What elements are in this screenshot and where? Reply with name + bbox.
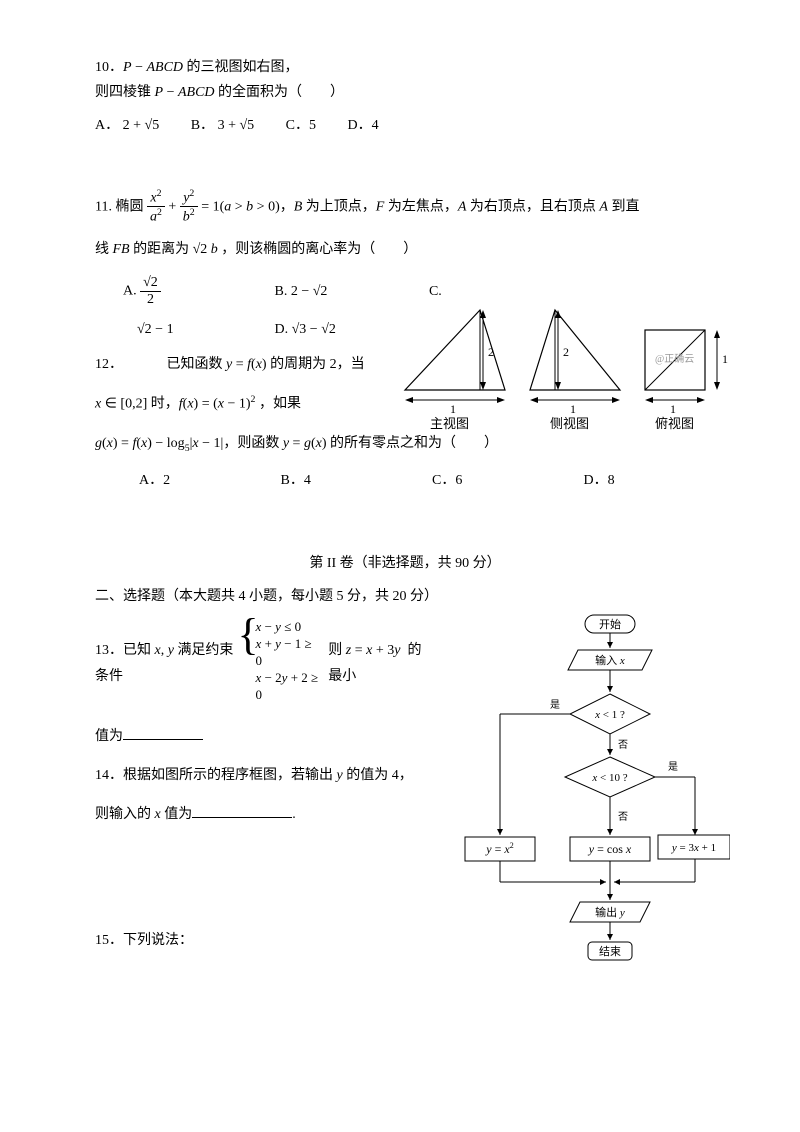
q10-optD: D．4 [348, 113, 379, 138]
three-view-svg: 2 1 主视图 2 1 侧视图 @正确云 1 1 俯视图 [395, 300, 735, 450]
q10-options: A． 2 + √5 B． 3 + √5 C．5 D．4 [95, 113, 715, 138]
svg-text:x < 10 ?: x < 10 ? [591, 772, 627, 784]
svg-text:1: 1 [670, 402, 676, 416]
q13-line1: 13．已知 x, y 满足约束条件 { x − y ≤ 0 x + y − 1 … [95, 619, 435, 708]
q11-line2: 线 FB 的距离为 √2 b ，则该椭圆的离心率为（ ） [95, 237, 715, 262]
q14-period: . [292, 807, 296, 822]
q10-optB: B． 3 + √5 [191, 113, 254, 138]
q11-num: 11. 椭圆 [95, 199, 143, 214]
q12-optB: B．4 [281, 468, 401, 493]
part2-title: 第 II 卷（非选择题，共 90 分） [95, 551, 715, 576]
q10-optC: C．5 [286, 113, 316, 138]
question-10: 10．P − ABCD 的三视图如右图， 则四棱锥 P − ABCD 的全面积为… [95, 55, 715, 139]
svg-text:2: 2 [563, 345, 569, 359]
q11-optB: B. 2 − √2 [275, 279, 328, 304]
q12-num: 12． [95, 357, 123, 372]
svg-text:1: 1 [722, 352, 728, 366]
q12-optA: A．2 [139, 468, 249, 493]
svg-text:2: 2 [488, 345, 494, 359]
svg-text:是: 是 [668, 761, 678, 773]
q14-blank [192, 803, 292, 818]
q12-options: A．2 B．4 C．6 D．8 [139, 468, 715, 493]
q11-optC2: √2 − 1 [137, 317, 227, 342]
section-header: 二、选择题（本大题共 4 小题，每小题 5 分，共 20 分） [95, 584, 715, 609]
svg-text:结束: 结束 [599, 945, 621, 958]
svg-text:是: 是 [550, 699, 560, 711]
q14-line2: 则输入的 x 值为. [95, 802, 415, 827]
q13-line2-pre: 值为 [95, 729, 123, 744]
q13-line2: 值为 [95, 724, 435, 749]
q14-line1: 14．根据如图所示的程序框图，若输出 y 的值为 4， [95, 763, 415, 788]
svg-text:y = x2: y = x2 [485, 841, 513, 856]
q13-blank [123, 725, 203, 740]
front-label: 主视图 [430, 416, 469, 431]
svg-text:y = cos x: y = cos x [588, 842, 632, 856]
svg-text:开始: 开始 [599, 617, 621, 631]
svg-text:x < 1 ?: x < 1 ? [594, 709, 625, 721]
q10-num: 10． [95, 60, 123, 75]
q11-optA: A. √22 [123, 276, 213, 307]
svg-text:输入 x: 输入 x [595, 653, 625, 667]
watermark: @正确云 [655, 352, 694, 365]
q11-optD: D. √3 − √2 [275, 317, 336, 342]
svg-text:1: 1 [570, 402, 576, 416]
svg-text:1: 1 [450, 402, 456, 416]
side-label: 侧视图 [550, 416, 589, 431]
svg-text:输出 y: 输出 y [595, 905, 625, 919]
question-14: 14．根据如图所示的程序框图，若输出 y 的值为 4， 则输入的 x 值为. [95, 763, 415, 827]
q10-line2: 则四棱锥 P − ABCD 的全面积为（ ） [95, 80, 715, 105]
svg-text:y = 3x + 1: y = 3x + 1 [671, 842, 716, 854]
q11-line1: 11. 椭圆 x2a2 + y2b2 = 1(a > b > 0)，B 为上顶点… [95, 189, 715, 225]
q10-optA: A． 2 + √5 [95, 113, 159, 138]
flowchart: 开始 输入 x x < 1 ? 是 否 x < 10 ? 是 否 y = x2 … [430, 610, 730, 989]
svg-text:否: 否 [618, 811, 628, 823]
q12-optD: D．8 [584, 468, 615, 493]
svg-text:否: 否 [618, 739, 628, 751]
q10-line1: 10．P − ABCD 的三视图如右图， [95, 55, 715, 80]
q15-text: 15．下列说法： [95, 933, 193, 948]
flowchart-svg: 开始 输入 x x < 1 ? 是 否 x < 10 ? 是 否 y = x2 … [430, 610, 730, 980]
q12-optC: C．6 [432, 468, 552, 493]
top-label: 俯视图 [655, 416, 694, 431]
three-view-diagram: 2 1 主视图 2 1 侧视图 @正确云 1 1 俯视图 [395, 300, 735, 459]
question-13: 13．已知 x, y 满足约束条件 { x − y ≤ 0 x + y − 1 … [95, 619, 435, 749]
